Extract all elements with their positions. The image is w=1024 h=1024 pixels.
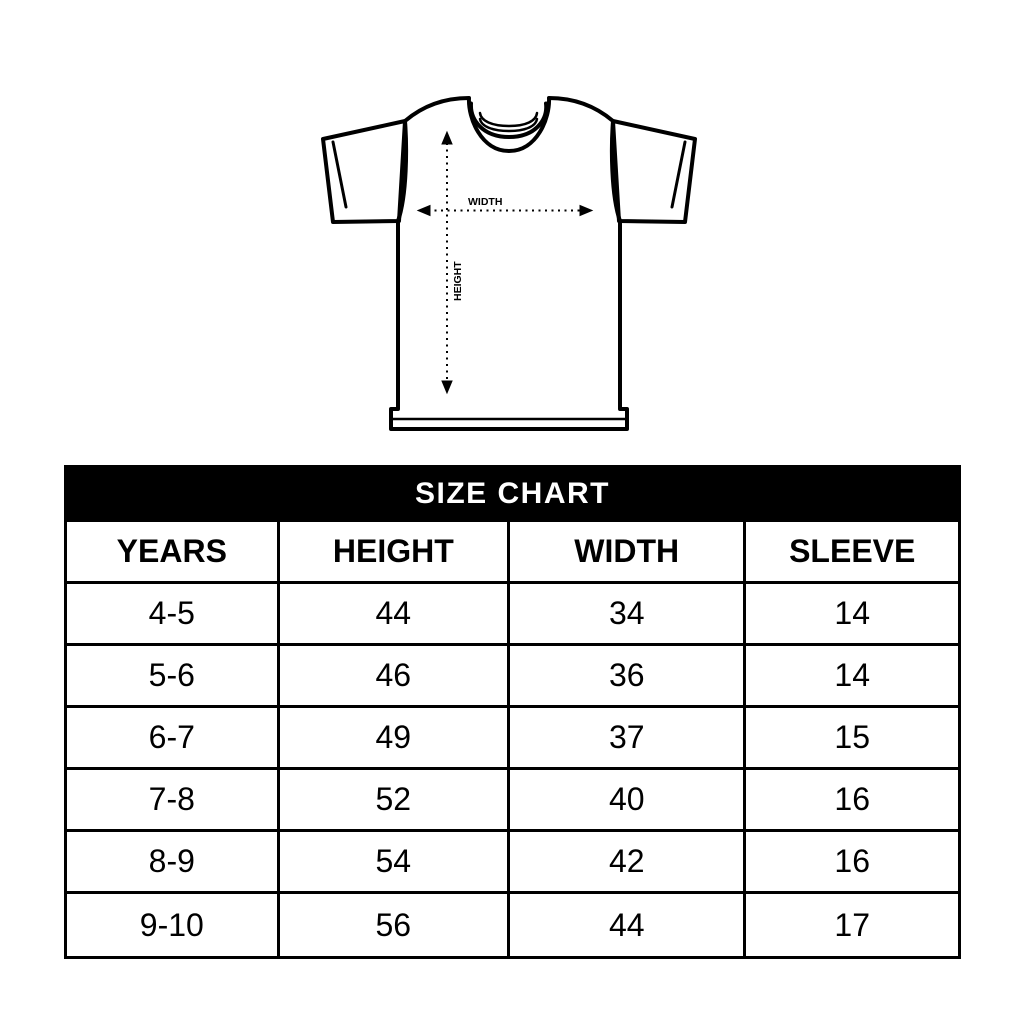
svg-text:WIDTH: WIDTH [468, 196, 502, 208]
svg-text:HEIGHT: HEIGHT [452, 261, 464, 301]
